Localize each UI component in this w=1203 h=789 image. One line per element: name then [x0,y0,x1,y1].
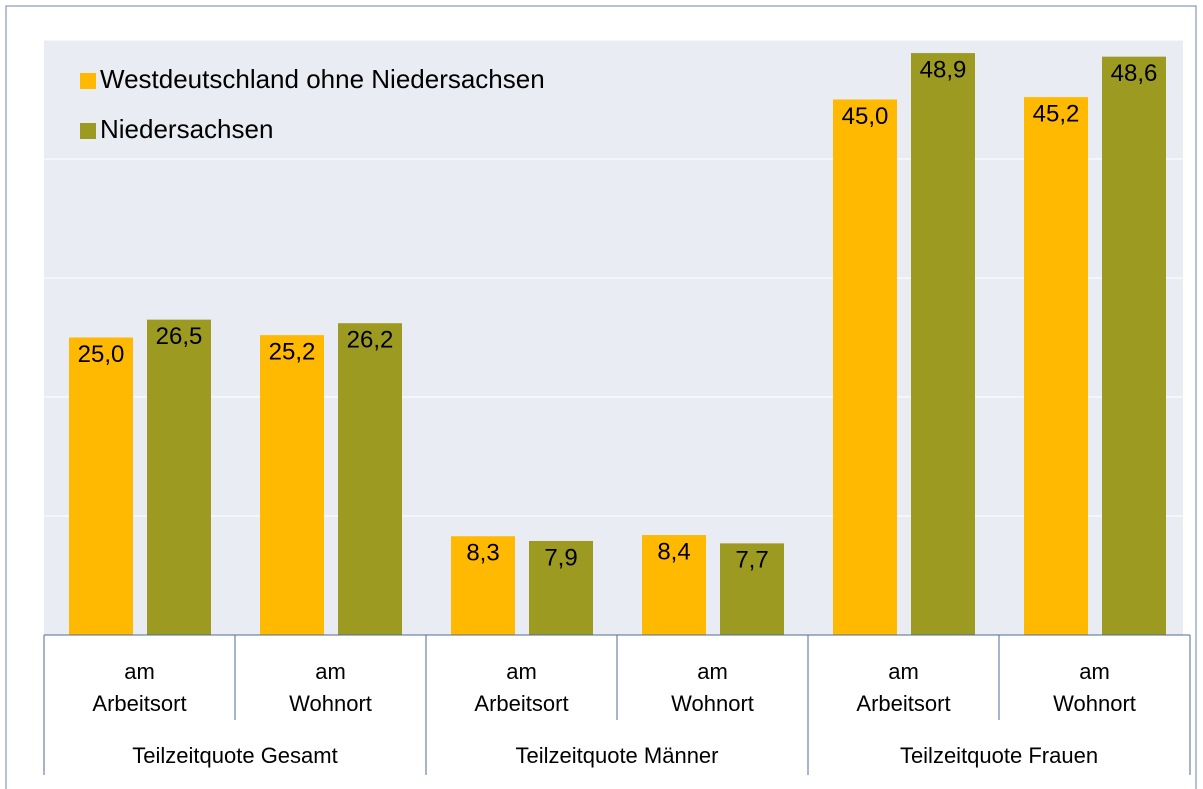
plot-area [44,40,1183,635]
bar [260,335,324,635]
x-tick-label: am Arbeitsort [474,659,569,716]
data-label: 48,6 [1111,60,1158,87]
bar [1102,56,1166,636]
legend-label: Westdeutschland ohne Niedersachsen [100,64,545,94]
bar [147,319,211,635]
x-group-label: Teilzeitquote Gesamt [132,743,338,768]
x-tick-label: am Arbeitsort [856,659,951,716]
bar [69,337,133,635]
bar [1024,97,1088,636]
data-label: 45,0 [842,103,889,130]
bar [451,536,515,635]
bar [338,323,402,635]
data-label: 48,9 [920,56,967,83]
bar [833,99,897,635]
data-label: 7,9 [544,544,577,571]
data-label: 25,2 [269,338,316,365]
legend-swatch [80,73,96,89]
x-group-label: Teilzeitquote Frauen [899,743,1099,768]
data-label: 26,5 [156,323,203,350]
data-label: 7,7 [735,547,768,574]
x-tick-label: am Arbeitsort [92,659,187,716]
legend-label: Niedersachsen [100,114,273,144]
data-label: 45,2 [1033,100,1080,127]
data-label: 25,0 [78,341,125,368]
data-label: 26,2 [347,327,394,354]
bar [642,535,706,635]
x-tick-label: am Wohnort [671,659,754,716]
bar [529,540,593,635]
data-label: 8,4 [657,538,690,565]
x-group-label: Teilzeitquote Männer [515,743,719,768]
legend-swatch [80,123,96,139]
x-tick-label: am Wohnort [1053,659,1136,716]
data-label: 8,3 [466,540,499,567]
bar [911,53,975,635]
x-tick-label: am Wohnort [289,659,372,716]
bar [720,543,784,635]
